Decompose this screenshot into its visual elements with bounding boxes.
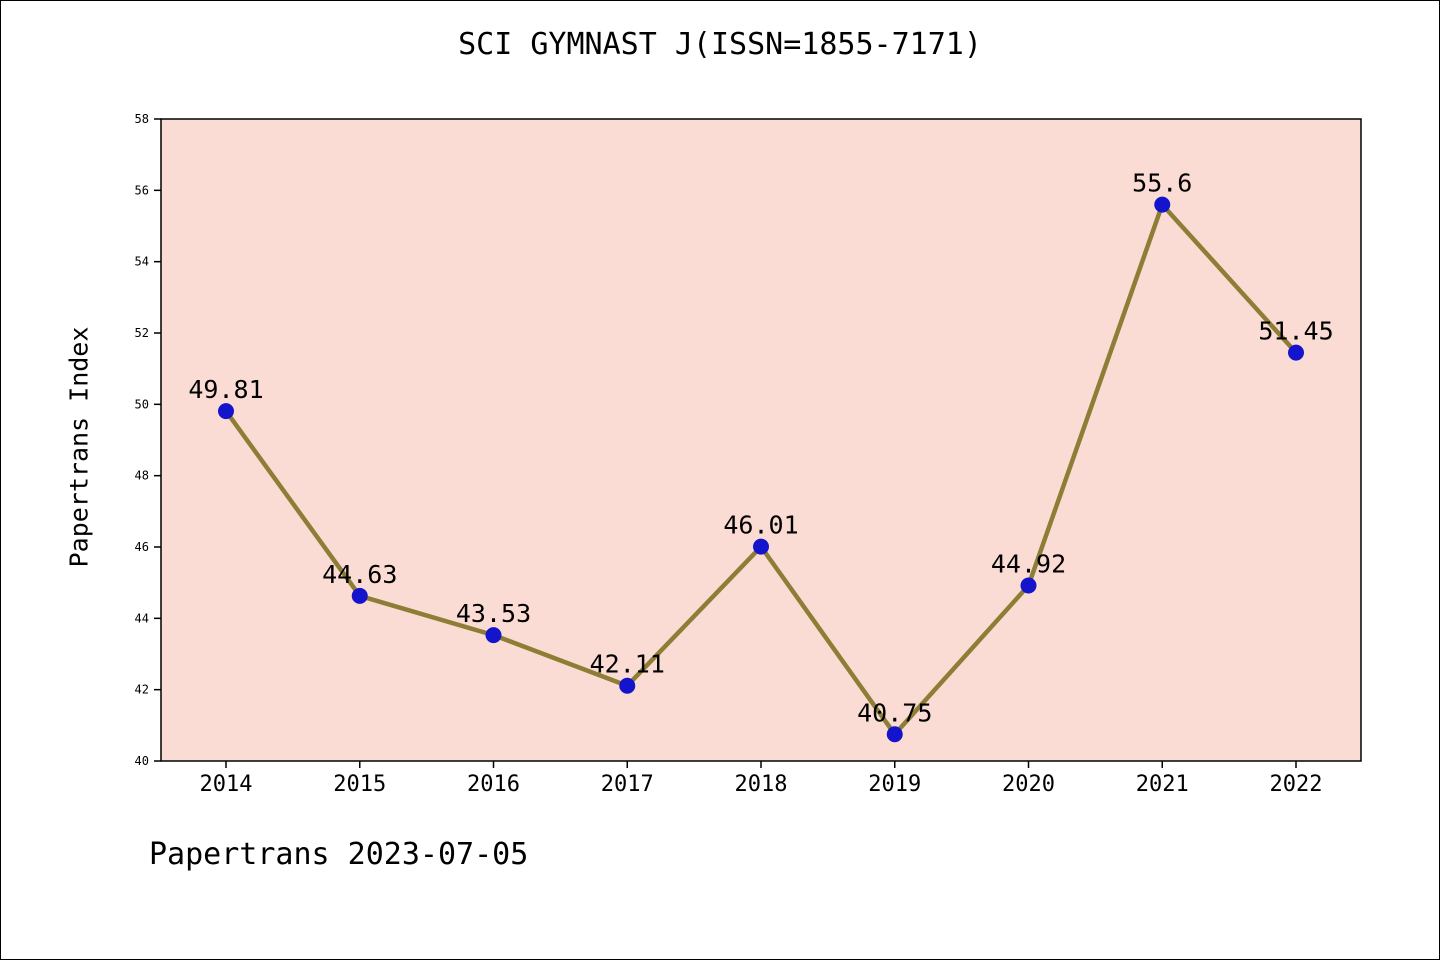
data-point-label: 44.63 <box>322 560 397 589</box>
data-point-label: 43.53 <box>456 599 531 628</box>
y-tick-label: 44 <box>135 611 149 625</box>
chart-title: SCI GYMNAST J(ISSN=1855-7171) <box>458 27 982 62</box>
x-tick-label: 2021 <box>1136 772 1189 797</box>
x-tick-label: 2016 <box>467 772 520 797</box>
x-tick-label: 2022 <box>1270 772 1323 797</box>
data-point <box>886 726 903 743</box>
data-point <box>1020 577 1037 594</box>
data-point-label: 42.11 <box>590 650 665 679</box>
data-point-label: 49.81 <box>188 375 263 404</box>
x-tick-label: 2014 <box>200 772 253 797</box>
watermark-text: Papertrans 2023-07-05 <box>149 837 529 872</box>
x-tick-label: 2017 <box>601 772 654 797</box>
data-point <box>485 627 502 644</box>
data-point <box>351 587 368 604</box>
y-tick-label: 56 <box>135 183 149 197</box>
data-point <box>619 677 636 694</box>
y-tick-label: 54 <box>135 255 149 269</box>
y-tick-label: 58 <box>135 112 149 126</box>
y-tick-label: 50 <box>135 397 149 411</box>
data-point <box>753 538 769 555</box>
data-point <box>1154 196 1171 213</box>
y-tick-label: 52 <box>135 326 149 340</box>
data-point-label: 55.6 <box>1132 169 1192 198</box>
x-tick-label: 2018 <box>735 772 788 797</box>
data-point-label: 51.45 <box>1258 317 1333 346</box>
y-tick-label: 48 <box>135 469 149 483</box>
y-tick-label: 46 <box>135 540 149 554</box>
data-point-label: 46.01 <box>723 511 798 540</box>
data-point <box>218 403 234 420</box>
plot-area <box>160 118 1362 762</box>
x-tick-label: 2015 <box>333 772 386 797</box>
data-point-label: 44.92 <box>991 550 1066 579</box>
y-tick-label: 40 <box>135 754 149 768</box>
data-point <box>1288 344 1304 361</box>
x-tick-label: 2019 <box>868 772 921 797</box>
data-point-label: 40.75 <box>857 698 932 727</box>
x-tick-label: 2020 <box>1002 772 1055 797</box>
y-tick-label: 42 <box>135 683 149 697</box>
